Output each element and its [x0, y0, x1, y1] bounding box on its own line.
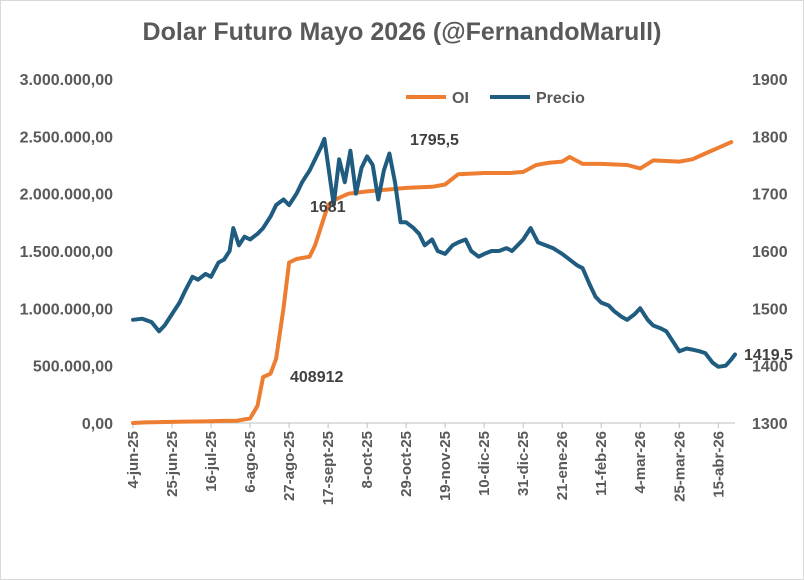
y-right-tick-label: 1900	[752, 72, 788, 89]
x-tick-label: 8-oct-25	[359, 431, 376, 489]
x-tick-label: 4-mar-26	[632, 431, 649, 494]
y-left-tick-label: 2.500.000,00	[20, 129, 114, 146]
y-right-tick-label: 1300	[752, 416, 788, 433]
axes-layer: 0,00 500.000,00 1.000.000,00 1.500.000,00 2.…	[20, 72, 788, 505]
annotations: 1795,5 1681 408912 1419,5	[290, 132, 793, 386]
y-left-tick-label: 3.000.000,00	[20, 72, 114, 89]
x-tick-label: 19-nov-25	[437, 431, 454, 501]
y-right-tick-label: 1600	[752, 244, 788, 261]
x-tick-label: 25-mar-26	[671, 431, 688, 502]
y-left-tick-label: 1.500.000,00	[20, 244, 114, 261]
x-tick-label: 17-sept-25	[320, 431, 337, 505]
y-right-tick-label: 1800	[752, 129, 788, 146]
y-right-tick-label: 1400	[752, 359, 788, 376]
y-right-tick-label: 1500	[752, 301, 788, 318]
chart-title: Dolar Futuro Mayo 2026 (@FernandoMarull)	[142, 18, 662, 46]
series-layer	[131, 136, 737, 425]
x-tick-label: 31-dic-25	[515, 431, 532, 496]
data-annotation: 1681	[310, 199, 346, 216]
legend-label-oi: OI	[452, 90, 469, 107]
data-annotation: 1795,5	[410, 132, 459, 149]
x-tick-label: 27-ago-25	[281, 431, 298, 501]
x-tick-label: 10-dic-25	[476, 431, 493, 496]
y-right-tick-label: 1700	[752, 187, 788, 204]
x-tick-label: 6-ago-25	[242, 431, 259, 493]
legend: OI Precio	[406, 90, 585, 107]
x-tick-label: 25-jun-25	[164, 431, 181, 497]
y-left-tick-label: 1.000.000,00	[20, 301, 114, 318]
data-annotation: 408912	[290, 369, 343, 386]
x-tick-label: 4-jun-25	[125, 431, 142, 489]
y-left-tick-label: 500.000,00	[33, 359, 113, 376]
legend-label-precio: Precio	[536, 90, 585, 107]
data-annotation: 1419,5	[744, 347, 793, 364]
series-line-oi	[131, 140, 734, 425]
x-tick-label: 16-jul-25	[203, 431, 220, 492]
series-line-precio	[131, 136, 737, 369]
y-left-tick-label: 2.000.000,00	[20, 187, 114, 204]
x-tick-label: 15-abr-26	[710, 431, 727, 498]
x-tick-label: 29-oct-25	[398, 431, 415, 497]
x-tick-label: 11-feb-26	[593, 431, 610, 496]
y-left-tick-label: 0,00	[82, 416, 113, 433]
x-tick-label: 21-ene-26	[554, 431, 571, 500]
